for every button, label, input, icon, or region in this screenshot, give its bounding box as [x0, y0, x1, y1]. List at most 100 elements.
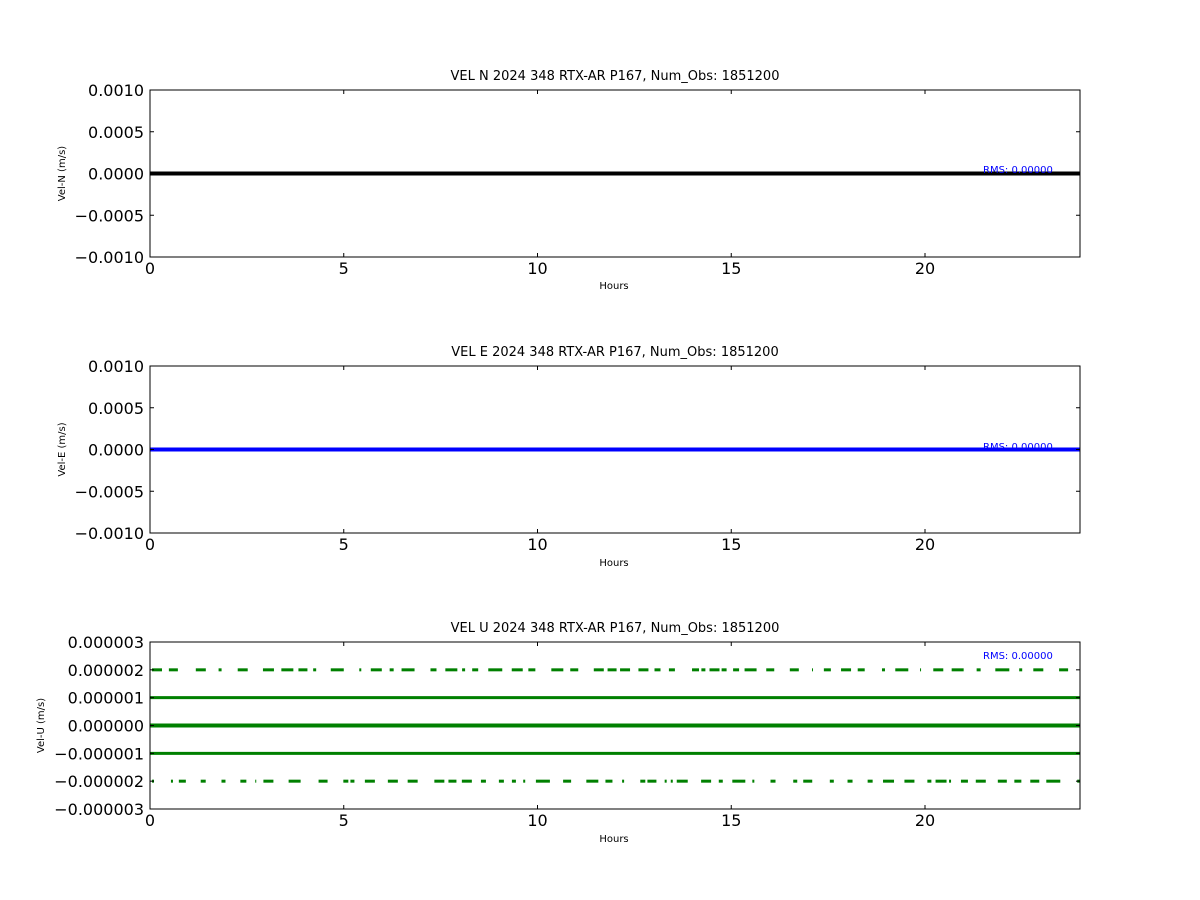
data-points: [150, 668, 1080, 783]
point-cluster: [995, 668, 1010, 672]
point-cluster: [178, 779, 186, 783]
point-cluster: [692, 668, 700, 672]
point-cluster: [480, 779, 486, 783]
point-cluster: [927, 779, 932, 783]
chart-title: VEL U 2024 348 RTX-AR P167, Num_Obs: 185…: [451, 621, 780, 636]
point-cluster: [960, 779, 968, 783]
point-cluster: [535, 779, 550, 783]
point-cluster: [732, 779, 746, 783]
y-tick-label: 0.0005: [88, 399, 144, 418]
point-cluster: [752, 779, 755, 783]
point-cluster: [221, 779, 226, 783]
point-cluster: [313, 668, 317, 672]
point-cluster: [895, 668, 909, 672]
x-tick-label: 15: [721, 811, 741, 830]
x-tick-label: 10: [527, 535, 547, 554]
y-tick-label: 0.0000: [88, 165, 144, 184]
point-cluster: [389, 668, 394, 672]
point-cluster: [168, 668, 178, 672]
point-cluster: [288, 779, 301, 783]
point-cluster: [640, 779, 646, 783]
y-tick-label: 0.000002: [68, 661, 144, 680]
y-axis-label: Vel-U (m/s): [36, 698, 47, 753]
point-cluster: [1059, 668, 1069, 672]
point-cluster: [528, 668, 536, 672]
point-cluster: [511, 779, 516, 783]
y-tick-label: 0.0005: [88, 123, 144, 142]
point-cluster: [718, 779, 723, 783]
point-cluster: [933, 668, 944, 672]
x-tick-label: 0: [145, 535, 155, 554]
point-cluster: [670, 779, 673, 783]
point-cluster: [255, 779, 257, 783]
point-cluster: [1019, 668, 1023, 672]
point-cluster: [1014, 779, 1022, 783]
point-cluster: [343, 779, 349, 783]
point-cluster: [622, 779, 625, 783]
point-cluster: [488, 668, 503, 672]
point-cluster: [841, 668, 852, 672]
point-cluster: [607, 668, 617, 672]
point-cluster: [1046, 779, 1061, 783]
point-cluster: [445, 668, 458, 672]
point-cluster: [498, 779, 504, 783]
point-cluster: [881, 668, 885, 672]
x-tick-label: 10: [527, 811, 547, 830]
point-cluster: [620, 668, 631, 672]
y-tick-label: 0.000003: [68, 633, 144, 652]
point-cluster: [593, 668, 604, 672]
point-cluster: [298, 668, 308, 672]
point-cluster: [770, 779, 776, 783]
point-cluster: [847, 779, 853, 783]
point-cluster: [237, 668, 248, 672]
point-cluster: [461, 779, 472, 783]
point-cluster: [638, 668, 649, 672]
x-tick-label: 15: [721, 259, 741, 278]
point-cluster: [701, 668, 706, 672]
point-cluster: [551, 668, 564, 672]
x-tick-label: 15: [721, 535, 741, 554]
rms-annotation: RMS: 0.00000: [983, 165, 1053, 176]
point-cluster: [170, 779, 173, 783]
series-points: [152, 668, 1069, 672]
point-cluster: [263, 779, 274, 783]
point-cluster: [676, 779, 688, 783]
point-cluster: [511, 668, 523, 672]
y-tick-label: 0.000000: [68, 717, 144, 736]
point-cluster: [364, 779, 375, 783]
point-cluster: [430, 668, 437, 672]
y-tick-label: −0.0005: [75, 206, 144, 225]
point-cluster: [387, 779, 398, 783]
x-axis: 0 5 10 15 20: [145, 642, 935, 830]
point-cluster: [789, 668, 799, 672]
y-tick-label: −0.000002: [54, 772, 144, 791]
point-cluster: [664, 779, 667, 783]
x-axis-label: Hours: [599, 281, 628, 292]
point-cluster: [823, 668, 831, 672]
point-cluster: [904, 779, 915, 783]
point-cluster: [1033, 668, 1044, 672]
x-axis: 0 5 10 15 20: [145, 366, 935, 554]
point-cluster: [152, 668, 162, 672]
point-cluster: [668, 668, 675, 672]
y-tick-label: −0.000003: [54, 800, 144, 819]
x-tick-label: 5: [339, 811, 349, 830]
panel-vel-n: VEL N 2024 348 RTX-AR P167, Num_Obs: 185…: [57, 69, 1081, 292]
point-cluster: [448, 779, 457, 783]
point-cluster: [803, 779, 813, 783]
point-cluster: [766, 668, 775, 672]
point-cluster: [370, 668, 382, 672]
point-cluster: [975, 779, 986, 783]
point-cluster: [793, 779, 798, 783]
x-tick-label: 20: [915, 811, 935, 830]
point-cluster: [318, 779, 328, 783]
point-cluster: [407, 779, 418, 783]
point-cluster: [951, 668, 964, 672]
point-cluster: [330, 668, 344, 672]
point-cluster: [883, 779, 895, 783]
point-cluster: [701, 779, 712, 783]
y-tick-label: −0.000001: [54, 744, 144, 763]
x-axis-label: Hours: [599, 558, 628, 569]
x-axis-label: Hours: [599, 834, 628, 845]
